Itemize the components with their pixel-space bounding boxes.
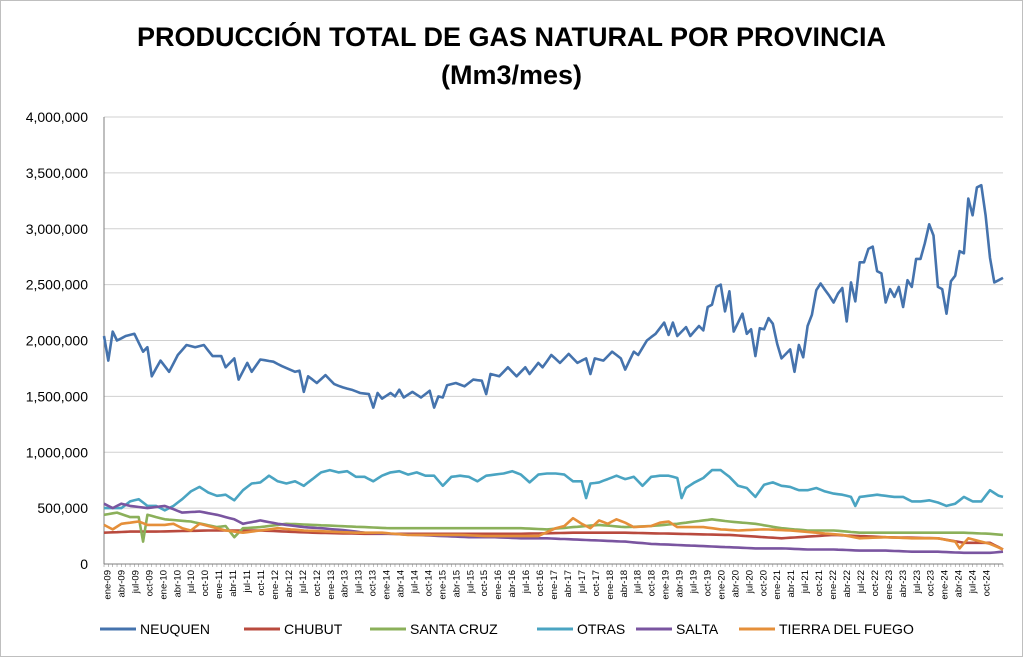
x-tick-label: ene-20 <box>716 570 727 600</box>
series-line-neuquen <box>102 183 1004 409</box>
legend-label: OTRAS <box>577 621 625 637</box>
x-tick-label: abr-17 <box>563 570 574 597</box>
x-tick-label: oct-20 <box>758 570 769 596</box>
chart-title: PRODUCCIÓN TOTAL DE GAS NATURAL POR PROV… <box>136 22 887 52</box>
x-tick-label: oct-16 <box>535 570 546 596</box>
y-tick-label: 500,000 <box>37 500 88 516</box>
x-tick-label: oct-18 <box>647 570 658 596</box>
x-tick-label: jul-15 <box>465 570 476 594</box>
x-tick-label: jul-19 <box>689 570 700 594</box>
y-tick-label: 4,000,000 <box>26 109 88 125</box>
x-tick-label: ene-15 <box>437 570 448 600</box>
x-tick-label: oct-22 <box>870 570 881 596</box>
x-tick-label: ene-13 <box>326 570 337 600</box>
x-tick-label: oct-15 <box>479 570 490 596</box>
x-tick-label: oct-23 <box>926 570 937 596</box>
x-tick-label: oct-17 <box>591 570 602 596</box>
legend-label: NEUQUEN <box>140 621 210 637</box>
x-tick-label: jul-13 <box>354 570 365 594</box>
x-tick-label: oct-14 <box>423 570 434 596</box>
x-tick-label: jul-14 <box>409 570 420 594</box>
x-tick-label: ene-22 <box>828 570 839 600</box>
x-tick-label: jul-10 <box>186 570 197 594</box>
x-tick-label: abr-21 <box>786 570 797 597</box>
x-tick-label: ene-17 <box>549 570 560 600</box>
chart-subtitle: (Mm3/mes) <box>440 60 583 90</box>
x-tick-label: oct-10 <box>200 570 211 596</box>
x-tick-label: ene-16 <box>493 570 504 600</box>
y-tick-label: 0 <box>80 556 88 572</box>
x-tick-label: oct-21 <box>814 570 825 596</box>
x-tick-label: abr-10 <box>172 570 183 597</box>
y-tick-label: 2,000,000 <box>26 333 88 349</box>
x-tick-label: jul-17 <box>577 570 588 594</box>
x-tick-label: oct-24 <box>982 570 993 596</box>
x-tick-label: jul-16 <box>521 570 532 594</box>
x-tick-label: jul-11 <box>242 570 253 594</box>
legend-label: SALTA <box>676 621 719 637</box>
x-tick-label: abr-14 <box>396 570 407 597</box>
y-tick-labels: 0 500,000 1,000,000 1,500,000 2,000,000 2,500… <box>26 109 89 572</box>
x-tick-label: jul-12 <box>298 570 309 594</box>
x-tick-label: jul-23 <box>912 570 923 594</box>
series-line-salta <box>103 502 1004 555</box>
y-tick-label: 1,000,000 <box>26 444 88 460</box>
x-tick-label: ene-12 <box>270 570 281 600</box>
x-tick-label: ene-23 <box>884 570 895 600</box>
legend-label: CHUBUT <box>284 621 343 637</box>
x-tick-label: jul-21 <box>800 570 811 594</box>
x-tick-label: abr-16 <box>507 570 518 597</box>
legend-label: TIERRA DEL FUEGO <box>779 621 914 637</box>
x-tick-label: jul-24 <box>968 570 979 594</box>
x-tick-label: ene-18 <box>605 570 616 600</box>
x-tick-label: jul-22 <box>856 570 867 594</box>
axes <box>103 117 1004 567</box>
x-tick-label: abr-11 <box>228 570 239 597</box>
y-tick-label: 3,500,000 <box>26 165 88 181</box>
x-tick-label: abr-20 <box>730 570 741 597</box>
x-tick-label: oct-13 <box>368 570 379 596</box>
y-tick-label: 2,500,000 <box>26 277 88 293</box>
x-tick-label: abr-13 <box>340 570 351 597</box>
y-tick-label: 3,000,000 <box>26 221 88 237</box>
x-tick-label: oct-09 <box>144 570 155 596</box>
x-tick-label: ene-11 <box>214 570 225 599</box>
series-line-tierra-del-fuego <box>103 516 1004 551</box>
x-tick-label: jul-20 <box>744 570 755 594</box>
x-tick-label: abr-24 <box>954 570 965 597</box>
x-tick-label: abr-22 <box>842 570 853 597</box>
series-lines <box>102 183 1004 555</box>
y-tick-label: 1,500,000 <box>26 388 88 404</box>
x-tick-label: ene-14 <box>382 570 393 600</box>
x-tick-label: abr-23 <box>898 570 909 597</box>
x-tick-label: jul-18 <box>633 570 644 594</box>
x-tick-label: ene-19 <box>661 570 672 600</box>
x-tick-labels: ene-09 abr-09 jul-09 oct-09 ene-10 abr-10 jul-… <box>103 570 993 600</box>
x-tick-label: ene-21 <box>772 570 783 600</box>
gridlines <box>104 116 1003 509</box>
x-tick-label: abr-12 <box>284 570 295 597</box>
x-tick-label: abr-15 <box>451 570 462 597</box>
x-tick-label: oct-12 <box>312 570 323 596</box>
x-tick-label: abr-18 <box>619 570 630 597</box>
x-tick-label: oct-19 <box>702 570 713 596</box>
x-tick-label: abr-09 <box>116 570 127 597</box>
legend: NEUQUEN CHUBUT SANTA CRUZ OTRAS SALTA TIERRA … <box>100 621 914 637</box>
x-tick-label: oct-11 <box>256 570 267 596</box>
x-tick-label: ene-10 <box>158 570 169 600</box>
x-tick-label: abr-19 <box>675 570 686 597</box>
series-line-otras <box>104 468 1004 512</box>
legend-label: SANTA CRUZ <box>410 621 498 637</box>
x-tick-label: jul-09 <box>130 570 141 594</box>
x-tick-label: ene-09 <box>103 570 114 600</box>
x-tick-label: ene-24 <box>940 570 951 600</box>
